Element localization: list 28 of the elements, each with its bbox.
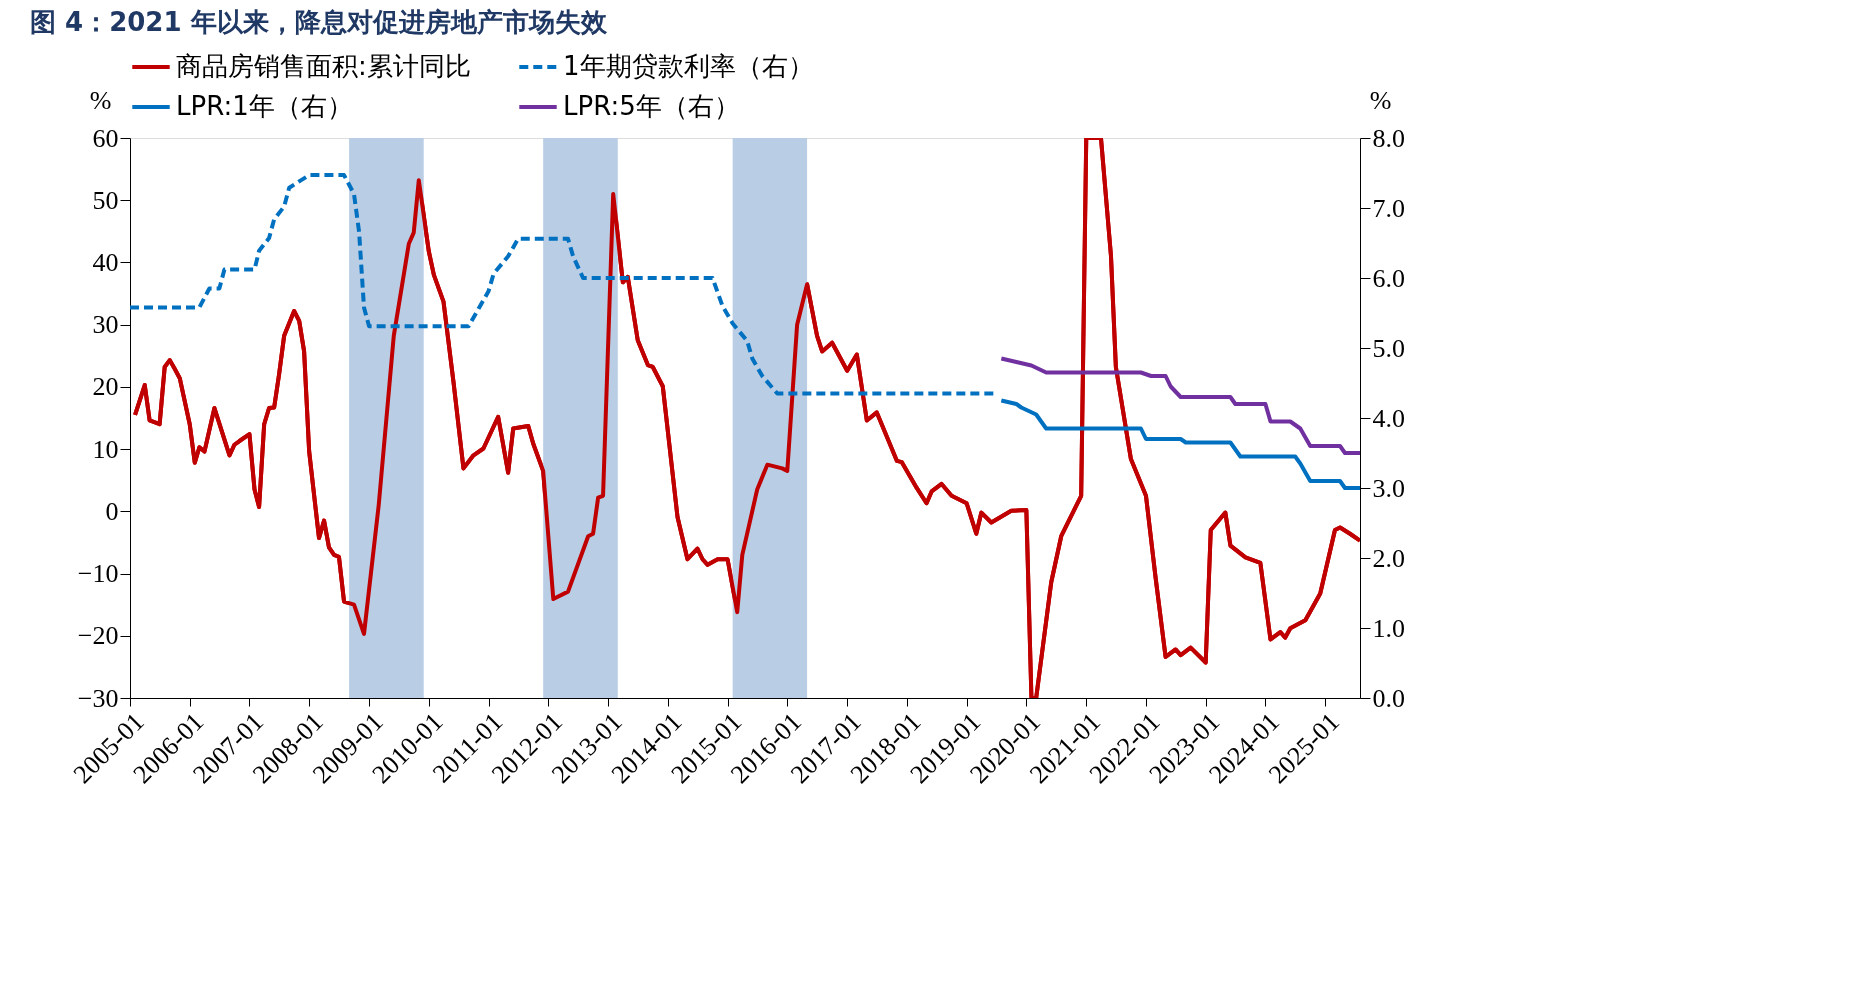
y2-tick-label: 3.0 (1372, 473, 1405, 503)
y-axis-title: % (89, 85, 112, 115)
y-tick-label: 40 (92, 247, 119, 277)
legend-label: 商品房销售面积:累计同比 (176, 51, 471, 81)
y2-axis-title: % (1369, 85, 1392, 115)
y-tick-label: 10 (92, 434, 119, 464)
y2-tick-label: 4.0 (1372, 403, 1405, 433)
legend-label: 1年期贷款利率（右） (563, 51, 814, 81)
y2-tick-label: 0.0 (1372, 683, 1405, 713)
y-tick-label: −10 (77, 559, 119, 589)
y2-tick-label: 8.0 (1372, 123, 1405, 153)
y-tick-label: −30 (77, 683, 119, 713)
y-tick-label: 50 (92, 185, 119, 215)
y2-tick-label: 6.0 (1372, 263, 1405, 293)
legend-label: LPR:1年（右） (176, 91, 353, 121)
y2-tick-label: 2.0 (1372, 543, 1405, 573)
chart-title: 图 4：2021 年以来，降息对促进房地产市场失效 (30, 7, 608, 37)
line-series (999, 398, 1360, 490)
legend-label: LPR:5年（右） (563, 91, 740, 121)
y2-tick-label: 7.0 (1372, 193, 1405, 223)
y-tick-label: 20 (92, 372, 119, 402)
y2-tick-label: 5.0 (1372, 333, 1405, 363)
y-tick-label: −20 (77, 621, 119, 651)
y-tick-label: 30 (92, 310, 119, 340)
line-series (999, 356, 1360, 455)
y-tick-label: 0 (105, 496, 119, 526)
y-tick-label: 60 (92, 123, 119, 153)
y2-tick-label: 1.0 (1372, 613, 1405, 643)
